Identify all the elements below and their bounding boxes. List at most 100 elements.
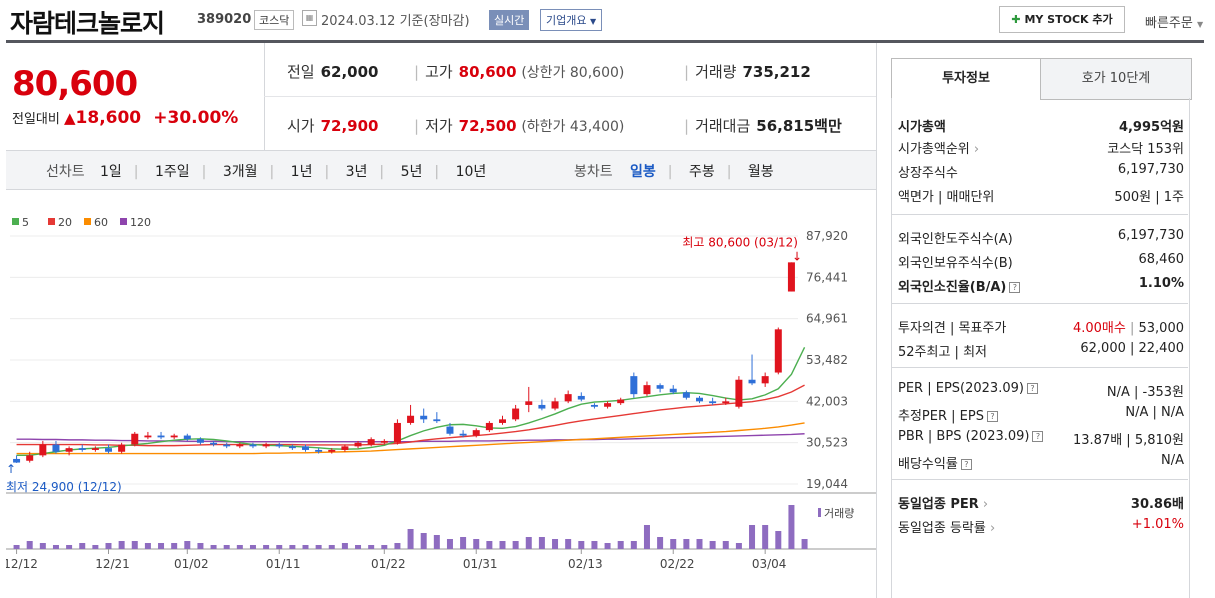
info-row: 투자의견 | 목표주가 4.00매수 | 53,000: [898, 317, 1184, 336]
info-label: PBR | BPS (2023.09): [898, 429, 1030, 444]
info-row: 동일업종 PER › 30.86배: [898, 493, 1184, 512]
candle-body: [157, 435, 165, 438]
volume: | 거래량 735,212: [684, 63, 811, 81]
realtime-button[interactable]: 실시간: [489, 10, 530, 30]
chevron-down-icon: ▼: [1196, 20, 1204, 29]
info-label: 시가총액: [898, 120, 946, 135]
volume-label: 거래량: [824, 507, 854, 520]
candle-body: [315, 449, 323, 452]
moving-average-line: [16, 422, 805, 455]
legend-swatch: [84, 218, 91, 225]
legend-label: 60: [94, 216, 108, 229]
info-label: PER | EPS(2023.09): [898, 381, 1024, 396]
y-tick-label: 76,441: [806, 270, 848, 284]
stock-chart[interactable]: 87,920 76,441 64,961 53,482 42,003 30,523 19,0…: [6, 190, 876, 598]
volume-bar: [249, 545, 256, 549]
tab-daily[interactable]: 일봉: [630, 164, 656, 180]
help-icon[interactable]: ?: [1009, 282, 1021, 293]
market-badge: 코스닥: [254, 10, 295, 30]
volume-bar: [749, 525, 756, 549]
tab-invest-info[interactable]: 투자정보: [891, 58, 1041, 99]
info-value: 코스닥 153위: [1107, 142, 1184, 157]
candle-body: [288, 446, 296, 449]
candle-body: [774, 329, 782, 373]
tab-period-10y[interactable]: 10년: [455, 164, 487, 180]
prev-close: 전일 62,000: [287, 63, 379, 81]
help-icon[interactable]: ?: [1032, 431, 1044, 442]
candle-body: [131, 433, 139, 445]
candle-body: [39, 444, 47, 456]
volume-bar: [801, 539, 808, 549]
candle-body: [183, 435, 191, 440]
candle-body: [210, 442, 218, 445]
corp-info-dropdown[interactable]: 기업개요 ▼: [540, 9, 603, 31]
y-tick-label: 64,961: [806, 312, 848, 326]
info-value: 500원 | 1주: [1114, 190, 1184, 205]
info-value: 62,000 | 22,400: [1080, 341, 1184, 356]
candle-body: [512, 408, 520, 420]
volume-bar: [368, 545, 375, 549]
candle-body: [735, 379, 743, 407]
chevron-down-icon: ▼: [589, 17, 597, 26]
x-tick-label: 01/22: [371, 557, 406, 571]
line-chart-label: 선차트: [46, 164, 85, 180]
candle-body: [643, 385, 651, 395]
volume-bar: [39, 543, 46, 549]
candle-body: [590, 404, 598, 407]
info-row: 배당수익률? N/A: [898, 453, 1184, 472]
info-row: 시가총액 4,995억원: [898, 116, 1184, 135]
candle-body: [196, 439, 204, 443]
candle-body: [91, 448, 99, 450]
chevron-right-icon: ›: [978, 497, 989, 512]
candle-body: [144, 435, 152, 438]
right-border-right: [1189, 98, 1190, 598]
volume-bar: [433, 535, 440, 549]
tab-weekly[interactable]: 주봉: [688, 164, 715, 180]
stock-code: 389020: [197, 12, 252, 27]
header-divider: [6, 40, 1204, 43]
chevron-right-icon: ›: [969, 142, 980, 157]
x-tick-label: 01/31: [463, 557, 498, 571]
volume-bar: [13, 545, 20, 549]
volume-bar: [276, 545, 283, 549]
candle-body: [499, 419, 506, 423]
tab-period-1d[interactable]: 1일: [100, 164, 122, 180]
day-high: | 고가 80,600 (상한가 80,600): [414, 63, 625, 81]
candle-body: [617, 399, 625, 404]
candle-body: [170, 435, 178, 438]
info-row: 외국인보유주식수(B) 68,460: [898, 252, 1184, 271]
info-label: 배당수익률: [898, 457, 958, 472]
candle-body: [696, 397, 703, 402]
tab-period-1w[interactable]: 1주일: [154, 164, 190, 180]
plus-icon: ✚: [1011, 13, 1021, 26]
volume-bar: [735, 543, 742, 549]
summary-divider: [264, 96, 876, 97]
volume-bar: [223, 545, 230, 549]
candle-body: [26, 455, 34, 461]
tab-period-1y[interactable]: 1년: [290, 164, 313, 180]
info-row: 52주최고 | 최저 62,000 | 22,400: [898, 341, 1184, 360]
volume-bar: [696, 539, 703, 549]
candle-body: [367, 439, 375, 445]
open-price: 시가 72,900: [287, 117, 379, 135]
info-value: 4,995억원: [1118, 120, 1184, 135]
candle-body: [328, 449, 336, 452]
tab-monthly[interactable]: 월봉: [747, 164, 774, 180]
volume-bar: [460, 537, 467, 549]
help-icon[interactable]: ?: [986, 411, 998, 422]
volume-bar: [709, 541, 716, 549]
low-arrow-icon: ↑: [6, 462, 16, 476]
legend-label: 120: [130, 216, 151, 229]
my-stock-add-button[interactable]: ✚ MY STOCK 추가: [999, 6, 1125, 33]
quick-order-dropdown[interactable]: 빠른주문 ▼: [1145, 16, 1204, 31]
info-value: N/A | -353원: [1106, 385, 1184, 400]
high-arrow-icon: ↓: [792, 249, 802, 263]
tab-period-5y[interactable]: 5년: [400, 164, 423, 180]
tab-period-3m[interactable]: 3개월: [222, 164, 258, 180]
help-icon[interactable]: ?: [960, 459, 972, 470]
candle-body: [459, 433, 467, 436]
moving-average-line: [16, 384, 805, 447]
tab-ask-10[interactable]: 호가 10단계: [1040, 58, 1192, 100]
help-icon[interactable]: ?: [1026, 383, 1038, 394]
tab-period-3y[interactable]: 3년: [345, 164, 368, 180]
